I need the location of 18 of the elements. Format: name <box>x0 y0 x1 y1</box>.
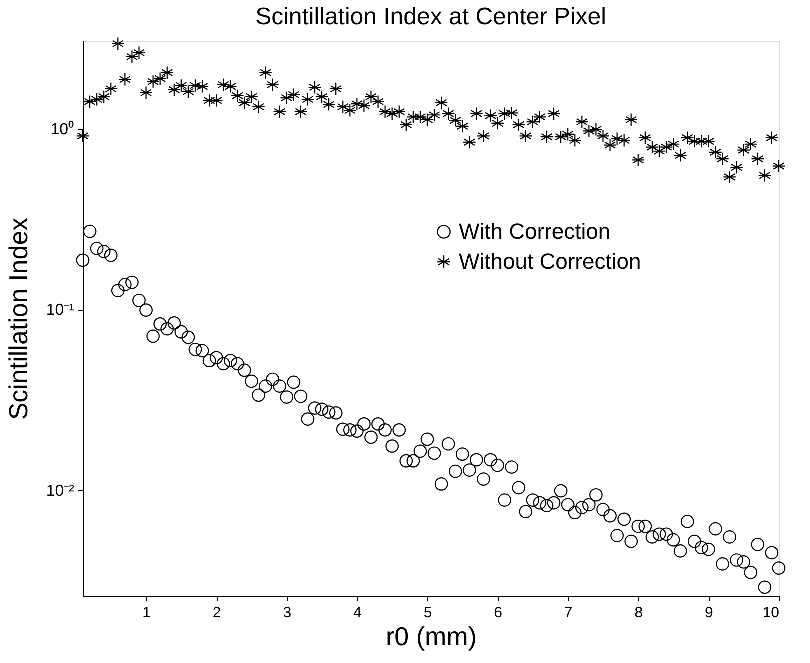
y-axis-title: Scintillation Index <box>3 218 34 420</box>
legend-label: With Correction <box>459 219 611 244</box>
x-tick-label: 4 <box>354 604 362 622</box>
y-tick-label: 10⁻¹ <box>46 302 74 320</box>
x-tick-label: 9 <box>705 604 714 622</box>
x-tick-label: 8 <box>634 604 644 622</box>
x-tick-label: 1 <box>142 604 151 622</box>
x-tick-label: 7 <box>564 604 573 622</box>
legend-label: Without Correction <box>459 249 642 274</box>
y-tick-label: 10⁰ <box>50 120 74 138</box>
x-axis-title: r0 (mm) <box>386 622 477 652</box>
y-tick-label: 10⁻² <box>46 482 76 500</box>
x-tick-label: 2 <box>212 604 222 622</box>
x-tick-label: 3 <box>283 604 292 622</box>
x-tick-label: 5 <box>424 604 432 622</box>
x-tick-label: 10 <box>762 604 780 622</box>
chart-title: Scintillation Index at Center Pixel <box>256 4 606 31</box>
x-tick-label: 6 <box>494 604 502 622</box>
